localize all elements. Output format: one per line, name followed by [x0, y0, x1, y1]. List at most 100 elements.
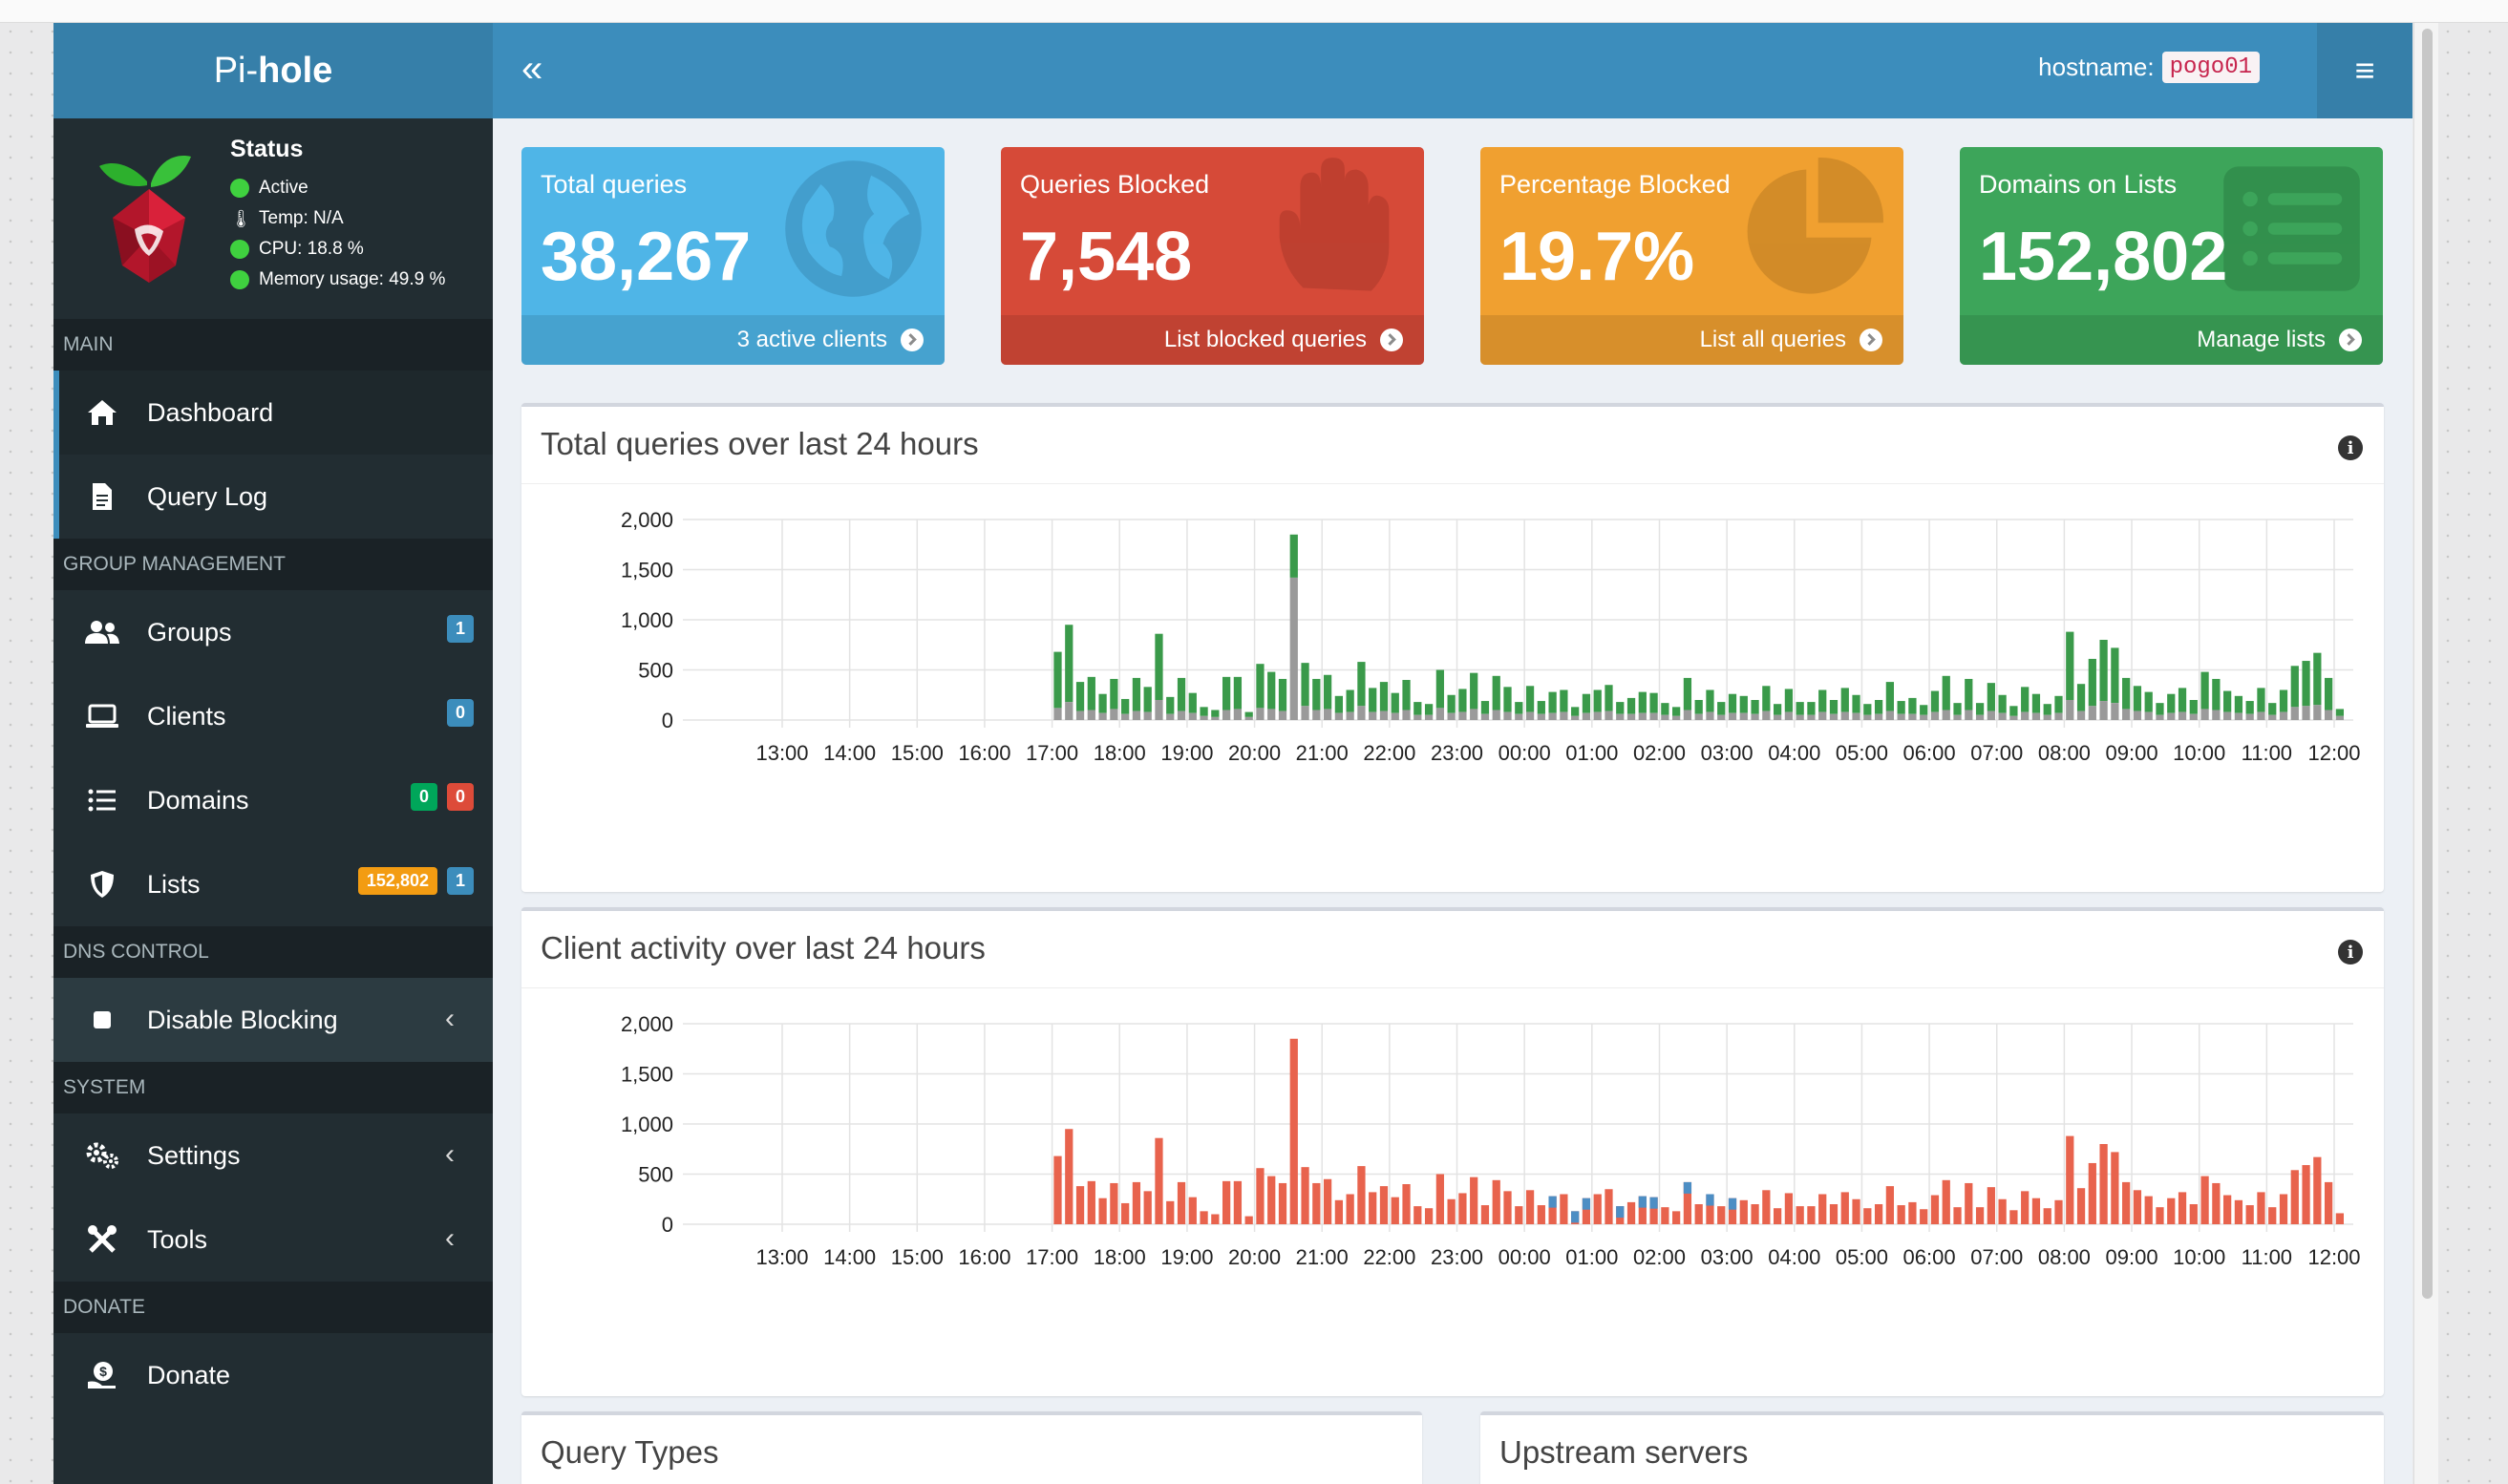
permitted-bar [2156, 703, 2164, 715]
list-all-link[interactable]: List all queries [1480, 315, 1903, 365]
panel-divider [521, 987, 2384, 988]
blocked-bar [1132, 710, 1141, 720]
list-alt-icon [2223, 166, 2360, 291]
brand-logo[interactable]: Pi-hole [53, 23, 493, 118]
sidebar-item-disable-blocking[interactable]: Disable Blocking ‹ [53, 978, 493, 1062]
sidebar-item-dashboard[interactable]: Dashboard [53, 371, 493, 455]
client-bar [1638, 1196, 1647, 1224]
client-bar [2290, 1170, 2299, 1224]
client-bar [1369, 1192, 1377, 1224]
client-bar [2302, 1165, 2310, 1224]
client-bar [2021, 1191, 2030, 1224]
client-bar [1391, 1197, 1399, 1224]
sidebar-item-tools[interactable]: Tools ‹ [53, 1198, 493, 1282]
permitted-bar [2324, 677, 2333, 710]
file-icon [84, 478, 120, 515]
permitted-bar [1852, 694, 1860, 713]
blocked-bar [2009, 715, 2018, 720]
x-tick-label: 02:00 [1633, 1245, 1686, 1269]
sidebar-item-donate[interactable]: $ Donate [53, 1333, 493, 1417]
client-bar [1829, 1204, 1838, 1224]
x-tick-label: 18:00 [1094, 1245, 1146, 1269]
total-queries-panel: Total queries over last 24 hours i 0 500 1… [521, 403, 2384, 892]
domains-on-lists-value: 152,802 [1979, 219, 2228, 295]
permitted-bar [1256, 664, 1265, 709]
client-bar [2279, 1194, 2288, 1224]
permitted-bar [1683, 677, 1692, 710]
hostname-value: pogo01 [2161, 52, 2260, 83]
client-bar [2088, 1162, 2096, 1224]
client-bar [1672, 1211, 1681, 1224]
permitted-bar [1391, 692, 1399, 713]
blocked-bar [1098, 712, 1107, 720]
info-icon[interactable]: i [2338, 435, 2363, 460]
client-bar [2313, 1156, 2322, 1224]
sidebar-item-clients[interactable]: Clients 0 [53, 674, 493, 758]
active-clients-link[interactable]: 3 active clients [521, 315, 945, 365]
blocked-bar [1560, 711, 1568, 720]
blocked-bar [1391, 712, 1399, 720]
permitted-bar [1953, 703, 1962, 715]
menu-button[interactable]: ≡ [2317, 23, 2412, 118]
scrollbar-thumb[interactable] [2422, 29, 2433, 1299]
x-tick-label: 19:00 [1160, 741, 1213, 765]
blocked-bar [1357, 706, 1366, 720]
x-tick-label: 21:00 [1296, 741, 1349, 765]
permitted-bar [1132, 677, 1141, 711]
permitted-bar [1065, 625, 1073, 703]
blocked-bar [1807, 714, 1816, 720]
client-bar [1289, 1038, 1298, 1224]
client-bar [1515, 1206, 1523, 1224]
client-bar [1897, 1205, 1905, 1224]
permitted-bar [1908, 697, 1917, 714]
blocked-bar [1075, 710, 1085, 720]
client-secondary-bar [1616, 1206, 1625, 1219]
blocked-bar [1694, 713, 1703, 720]
sidebar-item-label: Clients [147, 701, 226, 731]
permitted-bar [1075, 682, 1085, 711]
blocked-bar [2076, 710, 2086, 720]
blocked-bar [1244, 716, 1253, 720]
sidebar-item-settings[interactable]: Settings ‹ [53, 1113, 493, 1198]
sidebar-item-groups[interactable]: Groups 1 [53, 590, 493, 674]
blocked-bar [1548, 712, 1557, 720]
permitted-bar [2054, 695, 2063, 713]
laptop-icon [84, 698, 120, 734]
client-bar [1424, 1208, 1434, 1224]
permitted-bar [1593, 689, 1602, 712]
sidebar-toggle-button[interactable]: « [521, 48, 543, 90]
permitted-bar [1402, 680, 1411, 710]
sidebar-item-querylog[interactable]: Query Log [53, 455, 493, 539]
sidebar-item-lists[interactable]: Lists 152,802 1 [53, 842, 493, 926]
blocked-bar [2313, 705, 2322, 720]
list-blocked-link[interactable]: List blocked queries [1001, 315, 1424, 365]
groups-count-badge: 1 [446, 615, 474, 643]
query-types-panel: Query Types [521, 1411, 1422, 1484]
blocked-bar [2279, 711, 2288, 720]
blocked-bar [1987, 710, 1995, 720]
client-bar [1548, 1196, 1557, 1224]
panel-title: Total queries over last 24 hours [541, 426, 979, 461]
permitted-bar [2178, 688, 2187, 712]
manage-lists-link[interactable]: Manage lists [1960, 315, 2383, 365]
status-panel: Status Active 🌡 Temp: N/A CPU: 18.8 % Mem… [53, 118, 493, 319]
blocked-bar [1278, 710, 1287, 720]
status-temp-text: Temp: N/A [259, 208, 344, 228]
client-bar [2031, 1198, 2041, 1224]
client-bar [1942, 1179, 1950, 1224]
client-bar [2009, 1210, 2018, 1224]
client-bar [2111, 1152, 2119, 1224]
client-bar [1301, 1167, 1309, 1224]
client-bar [2245, 1205, 2254, 1224]
client-bar [2268, 1207, 2277, 1224]
info-icon[interactable]: i [2338, 940, 2363, 965]
blocked-bar [1470, 709, 1478, 720]
sidebar-item-domains[interactable]: Domains 0 0 [53, 758, 493, 842]
tools-icon [84, 1221, 120, 1258]
page-scrollbar[interactable] [2413, 23, 2438, 1484]
client-bar [1525, 1190, 1535, 1224]
permitted-bar [1166, 696, 1175, 714]
client-bar [1312, 1182, 1321, 1224]
permitted-bar [1233, 676, 1243, 710]
sidebar-item-label: Disable Blocking [147, 1005, 338, 1034]
